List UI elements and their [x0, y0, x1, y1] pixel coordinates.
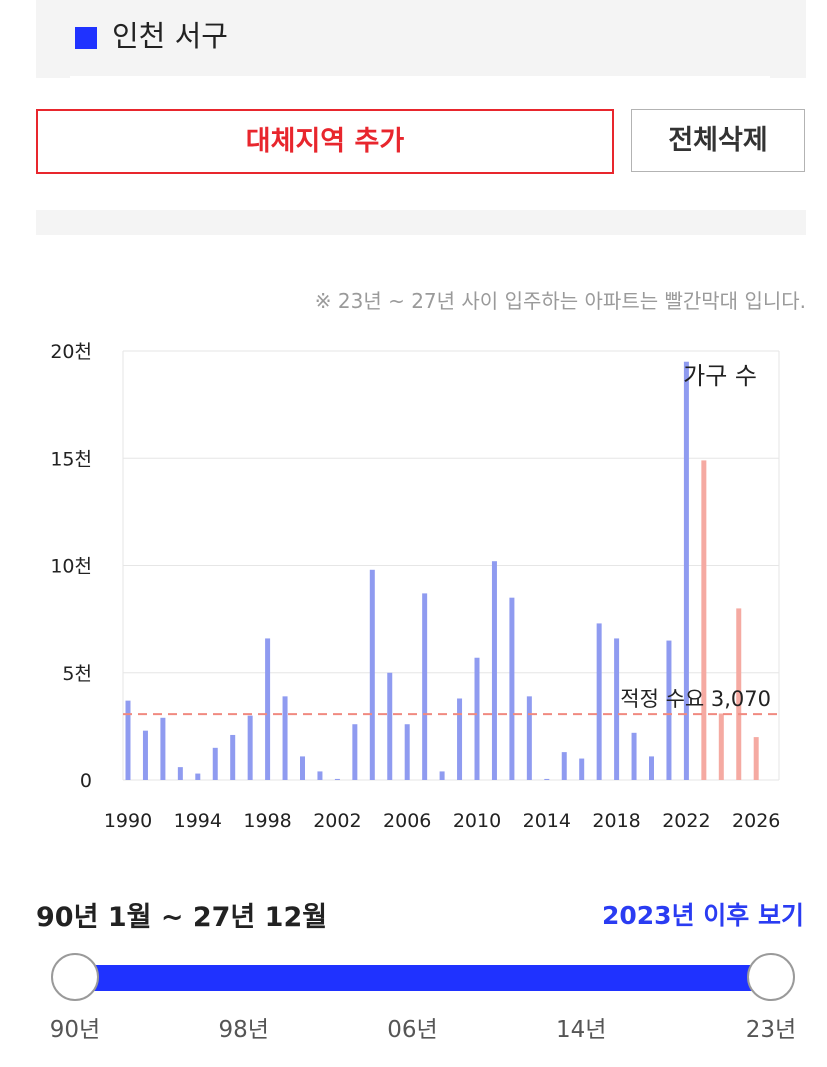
- y-tick-label: 10천: [50, 556, 92, 578]
- bar-past: [404, 724, 410, 780]
- x-tick-label: 2022: [662, 810, 710, 832]
- date-range-text: 90년 1월 ~ 27년 12월: [36, 902, 328, 933]
- bar-future: [718, 713, 724, 780]
- bar-future: [701, 460, 707, 780]
- bar-past: [683, 361, 689, 780]
- bar-past: [509, 597, 515, 780]
- region-name: 인천 서구: [112, 19, 228, 53]
- bar-past: [579, 758, 585, 780]
- range-slider-fill: [75, 965, 771, 991]
- range-slider-track[interactable]: [75, 965, 771, 991]
- y-tick-label: 5천: [62, 663, 92, 685]
- section-divider: [36, 210, 806, 235]
- bar-past: [352, 724, 358, 780]
- chart-note: ※ 23년 ~ 27년 사이 입주하는 아파트는 빨간막대 입니다.: [314, 289, 806, 313]
- slider-tick-label: 06년: [387, 1017, 438, 1043]
- x-tick-label: 2018: [592, 810, 640, 832]
- slider-tick-label: 14년: [555, 1017, 607, 1043]
- bar-past: [387, 672, 393, 780]
- bar-past: [282, 696, 288, 780]
- bar-past: [212, 747, 218, 780]
- bar-past: [265, 638, 271, 780]
- bar-past: [649, 756, 654, 780]
- bar-future: [753, 737, 759, 780]
- bar-past: [614, 638, 620, 780]
- y-axis-label: 가구 수: [683, 362, 757, 390]
- bar-past: [596, 623, 602, 780]
- bar-past: [666, 640, 672, 780]
- slider-tick-label: 23년: [745, 1017, 797, 1043]
- x-tick-label: 1994: [174, 810, 222, 832]
- bar-past: [142, 730, 148, 780]
- bar-past: [177, 767, 183, 780]
- y-tick-label: 15천: [50, 448, 92, 470]
- slider-tick-label: 90년: [49, 1017, 101, 1043]
- bar-past: [544, 778, 550, 780]
- bar-past: [422, 593, 428, 780]
- x-tick-label: 2006: [383, 810, 431, 832]
- bar-past: [160, 717, 166, 780]
- bar-past: [457, 698, 463, 780]
- bar-past: [369, 569, 375, 780]
- bar-past: [300, 756, 305, 780]
- x-tick-label: 1990: [104, 810, 152, 832]
- add-alternative-region-button[interactable]: 대체지역 추가: [36, 109, 614, 174]
- bar-past: [317, 771, 323, 780]
- x-tick-label: 2014: [523, 810, 571, 832]
- supply-bar-chart: 0 5천 10천 15천 20천 1990 1994 1998 2002 2006 2010 201…: [50, 341, 780, 832]
- y-tick-label: 0: [80, 770, 92, 792]
- bar-past: [334, 778, 340, 780]
- bar-past: [491, 561, 497, 780]
- bar-past: [125, 700, 131, 780]
- bar-past: [439, 771, 445, 780]
- bar-past: [561, 752, 567, 780]
- x-tick-label: 2002: [313, 810, 361, 832]
- view-after-2023-link[interactable]: 2023년 이후 보기: [602, 901, 804, 930]
- region-color-square-icon: [75, 27, 97, 49]
- bar-past: [247, 715, 253, 780]
- divider: [70, 76, 770, 78]
- slider-tick-label: 98년: [218, 1017, 269, 1043]
- region-header: [36, 0, 806, 78]
- bar-past: [526, 696, 532, 780]
- bar-past: [195, 773, 201, 780]
- x-tick-label: 2026: [732, 810, 780, 832]
- range-slider-start-handle[interactable]: [51, 953, 99, 1001]
- x-tick-label: 1998: [243, 810, 291, 832]
- bar-past: [230, 734, 236, 780]
- reference-line-label: 적정 수요 3,070: [620, 687, 771, 711]
- x-tick-label: 2010: [453, 810, 501, 832]
- y-tick-label: 20천: [50, 341, 92, 363]
- bar-past: [631, 732, 637, 780]
- bar-future: [736, 608, 742, 780]
- range-slider-end-handle[interactable]: [747, 953, 795, 1001]
- delete-all-button[interactable]: 전체삭제: [631, 109, 805, 172]
- bar-past: [474, 657, 480, 780]
